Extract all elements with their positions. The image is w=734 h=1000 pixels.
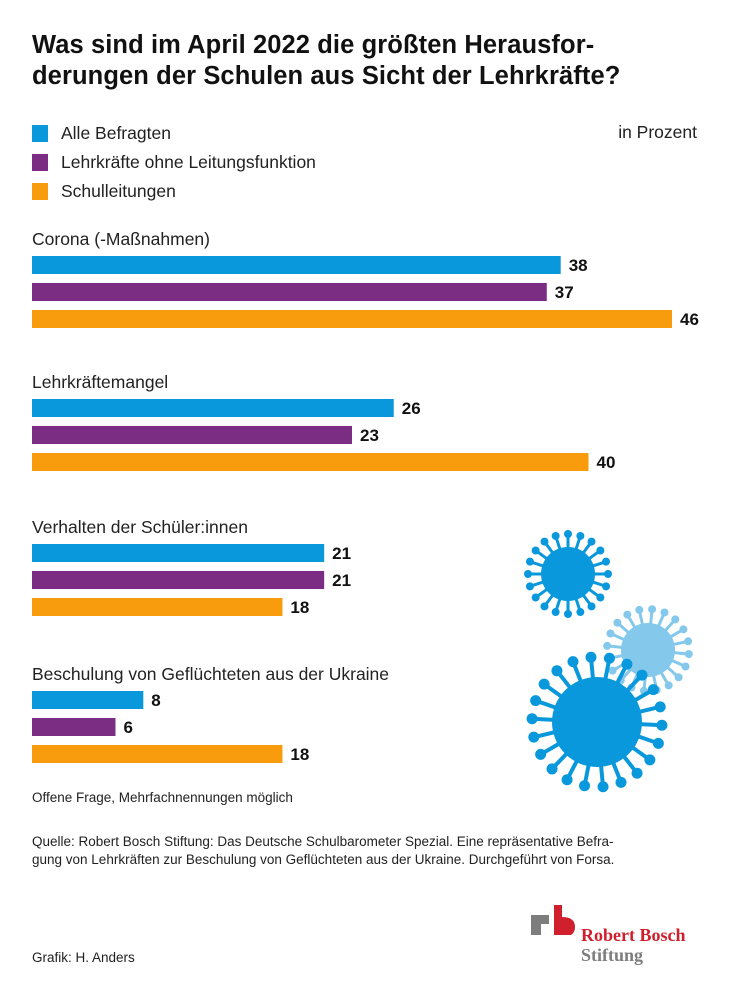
value-label: 26	[402, 399, 421, 418]
bar	[32, 598, 283, 616]
bar	[32, 310, 672, 328]
value-label: 18	[290, 745, 309, 764]
virus-icon-large	[526, 651, 668, 793]
bar-group: Lehrkräftemangel 26 23 40	[32, 372, 615, 472]
value-label: 37	[555, 283, 574, 302]
bar	[32, 256, 561, 274]
legend-swatch	[32, 154, 48, 171]
bar	[32, 283, 547, 301]
value-label: 8	[151, 691, 160, 710]
value-label: 40	[597, 453, 616, 472]
source-text: Quelle: Robert Bosch Stiftung: Das Deuts…	[32, 833, 702, 869]
legend-item-alle-befragten: Alle Befragten	[32, 119, 316, 148]
legend-label: Lehrkräfte ohne Leitungsfunktion	[61, 152, 316, 172]
value-label: 18	[290, 598, 309, 617]
bar	[32, 718, 116, 736]
chart-title-line-1: Was sind im April 2022 die größten Herau…	[32, 31, 595, 59]
category-label: Lehrkräftemangel	[32, 372, 168, 392]
robert-bosch-stiftung-logo: Robert Bosch Stiftung	[531, 905, 721, 975]
value-label: 46	[680, 310, 699, 329]
bar	[32, 426, 352, 444]
value-label: 38	[569, 256, 588, 275]
bar	[32, 691, 144, 709]
bar-group: Beschulung von Geflüchteten aus der Ukra…	[32, 664, 389, 764]
category-label: Corona (-Maßnahmen)	[32, 229, 210, 249]
bar-group: Verhalten der Schüler:innen 21 21 18	[32, 517, 351, 617]
legend: Alle Befragten Lehrkräfte ohne Leitungsf…	[32, 119, 316, 206]
rb-logo-mark-icon	[531, 905, 575, 935]
value-label: 21	[332, 544, 351, 563]
category-label: Verhalten der Schüler:innen	[32, 517, 248, 537]
coronavirus-illustration	[524, 530, 693, 793]
legend-item-schulleitungen: Schulleitungen	[32, 177, 316, 206]
bar	[32, 399, 394, 417]
logo-text-stiftung: Stiftung	[581, 945, 644, 965]
logo-text-robert-bosch: Robert Bosch	[581, 925, 686, 945]
source-line-2: gung von Lehrkräften zur Beschulung von …	[32, 852, 615, 867]
legend-swatch	[32, 125, 48, 142]
unit-label: in Prozent	[618, 122, 697, 142]
value-label: 21	[332, 571, 351, 590]
legend-swatch	[32, 183, 48, 200]
graphic-credit: Grafik: H. Anders	[32, 950, 135, 965]
bar	[32, 571, 325, 589]
bar-groups: Corona (-Maßnahmen) 38 37 46 Lehrkräftemange…	[32, 229, 699, 764]
chart-title-line-2: derungen der Schulen aus Sicht der Lehrk…	[32, 62, 621, 90]
virus-icon-small	[524, 530, 612, 618]
value-label: 6	[123, 718, 132, 737]
chart-title: Was sind im April 2022 die größten Herau…	[32, 30, 722, 92]
footnote: Offene Frage, Mehrfachnennungen möglich	[32, 790, 293, 805]
bar	[32, 745, 283, 763]
bar	[32, 544, 325, 562]
legend-label: Schulleitungen	[61, 181, 176, 201]
value-label: 23	[360, 426, 379, 445]
legend-item-lehrkraefte: Lehrkräfte ohne Leitungsfunktion	[32, 148, 316, 177]
bar-group: Corona (-Maßnahmen) 38 37 46	[32, 229, 699, 329]
bar	[32, 453, 589, 471]
category-label: Beschulung von Geflüchteten aus der Ukra…	[32, 664, 389, 684]
legend-label: Alle Befragten	[61, 123, 171, 143]
source-line-1: Quelle: Robert Bosch Stiftung: Das Deuts…	[32, 834, 614, 849]
